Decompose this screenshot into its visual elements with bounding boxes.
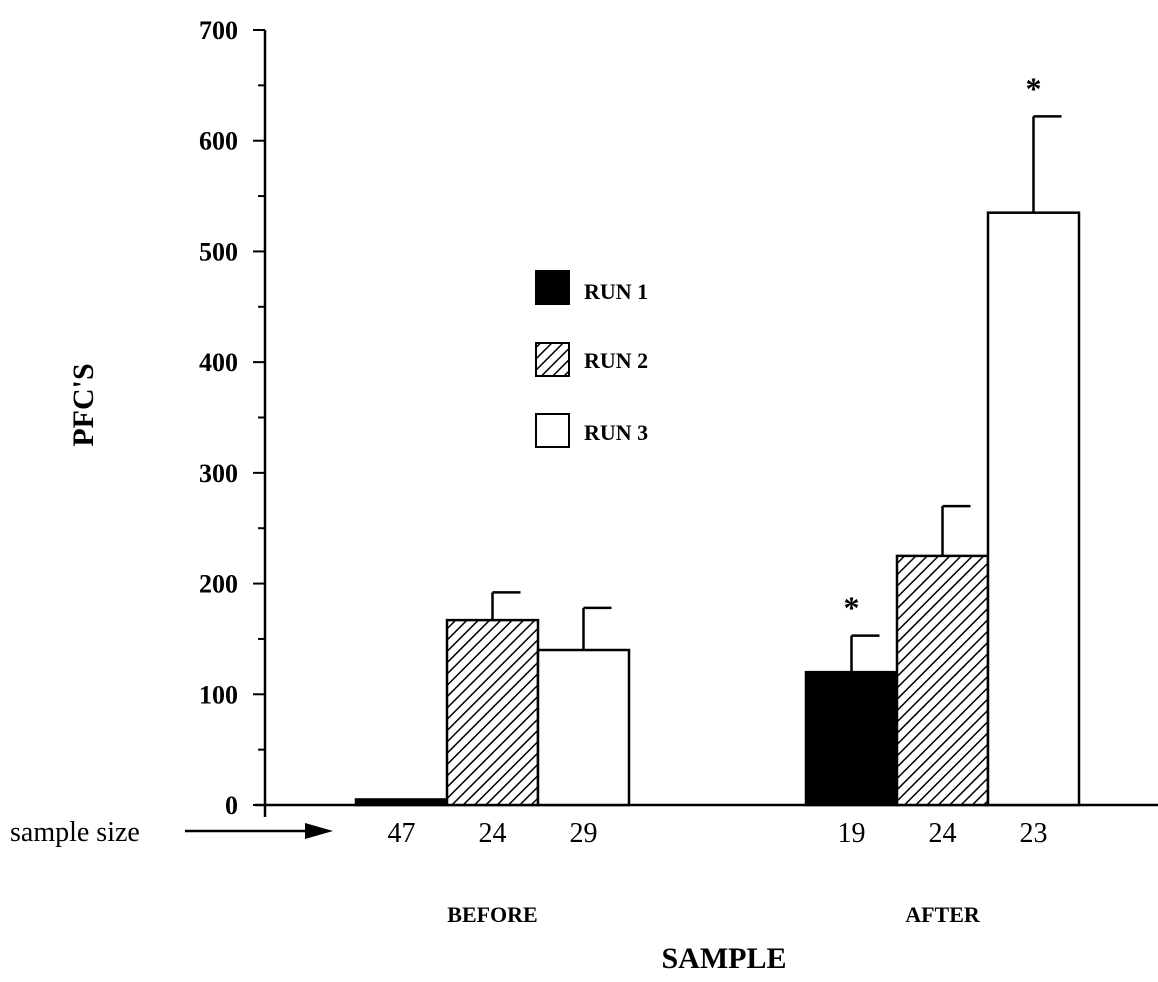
- legend-label-run-1: RUN 1: [584, 279, 648, 304]
- legend-swatch-run-2: [535, 342, 570, 377]
- labels: 0 100 200 300 400 500 600 700 47 24 29 BEFORE * 19 24 *…: [199, 16, 1048, 927]
- y-tick-label: 300: [199, 459, 238, 488]
- y-tick-label: 0: [225, 791, 238, 820]
- bar-run-2-before: [445, 618, 540, 807]
- sample-size-value: 24: [479, 818, 507, 849]
- bar-run-1-before: [354, 798, 449, 807]
- y-tick-label: 200: [199, 570, 238, 599]
- category-label: BEFORE: [447, 902, 537, 927]
- sample-size-arrow-head: [305, 823, 333, 839]
- y-tick-label: 700: [199, 16, 238, 45]
- y-tick-label: 600: [199, 127, 238, 156]
- bar-run-1-after: [804, 670, 899, 807]
- legend-label-run-2: RUN 2: [584, 348, 648, 373]
- y-tick-label: 100: [199, 680, 238, 709]
- category-label: AFTER: [905, 902, 981, 927]
- bar-run-3-after: [986, 211, 1081, 807]
- significance-marker: *: [1026, 70, 1042, 106]
- y-tick-label: 400: [199, 348, 238, 377]
- sample-size-value: 29: [570, 818, 598, 849]
- sample-size-value: 23: [1020, 818, 1048, 849]
- bar-run-2-after: [895, 554, 990, 807]
- sample-size-value: 19: [838, 818, 866, 849]
- y-tick-label: 500: [199, 237, 238, 266]
- bars: [354, 115, 1081, 807]
- significance-marker: *: [844, 590, 860, 626]
- legend-label-run-3: RUN 3: [584, 420, 648, 445]
- bar-run-3-before: [536, 648, 631, 807]
- x-axis-title: SAMPLE: [661, 942, 786, 975]
- sample-size-value: 24: [929, 818, 957, 849]
- sample-size-value: 47: [388, 818, 416, 849]
- legend-swatch-run-1: [535, 270, 570, 305]
- legend-swatch-run-3: [535, 413, 570, 448]
- y-axis-title: PFC'S: [67, 363, 100, 446]
- sample-size-annotation: sample size: [10, 817, 333, 848]
- sample-size-label: sample size: [10, 817, 140, 848]
- legend: RUN 1 RUN 2 RUN 3: [535, 270, 648, 448]
